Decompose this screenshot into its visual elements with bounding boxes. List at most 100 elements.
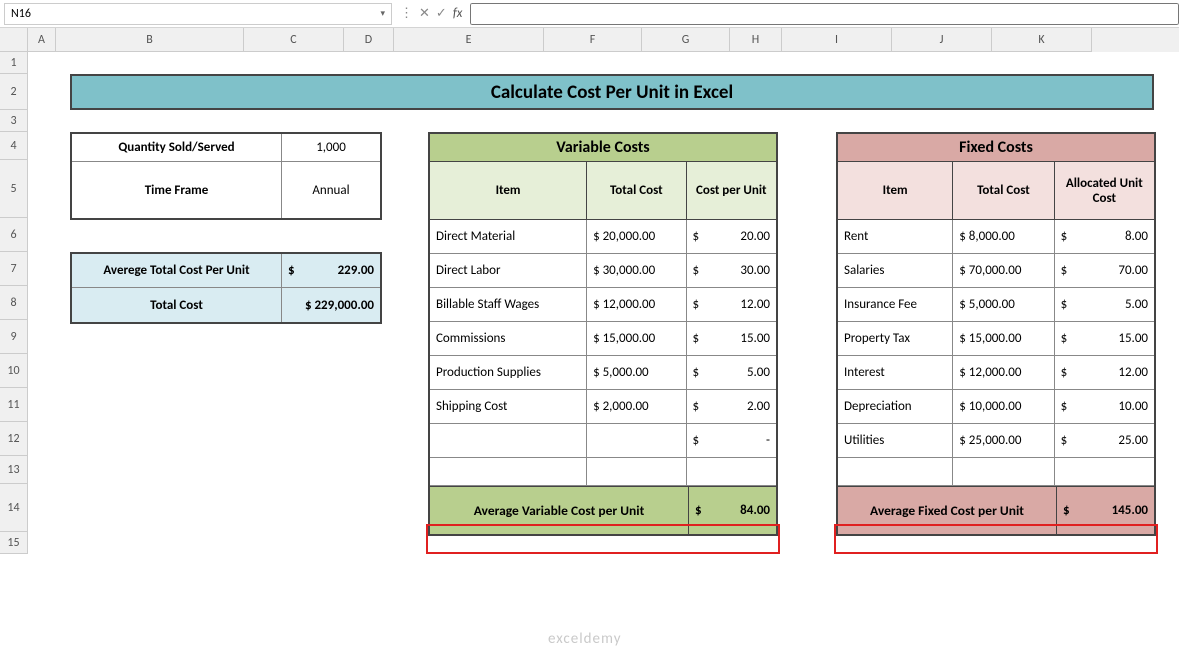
cell-item[interactable]: Commissions xyxy=(430,322,587,355)
cell-total-cost[interactable] xyxy=(587,458,686,485)
cell-item[interactable] xyxy=(430,424,587,457)
cell-item[interactable]: Interest xyxy=(838,356,953,389)
cell-label[interactable]: Time Frame xyxy=(72,162,282,218)
row-header[interactable]: 14 xyxy=(0,484,28,532)
cell-total-cost[interactable]: $ 8,000.00 xyxy=(953,220,1054,253)
cell-unit-cost[interactable]: $5.00 xyxy=(687,356,777,389)
cell-unit-cost[interactable]: $15.00 xyxy=(1055,322,1154,355)
row-header[interactable]: 3 xyxy=(0,110,28,132)
column-header-cell[interactable]: Total Cost xyxy=(953,162,1054,219)
row-header[interactable]: 2 xyxy=(0,74,28,110)
cell-item[interactable]: Production Supplies xyxy=(430,356,587,389)
cell-unit-cost[interactable]: $15.00 xyxy=(687,322,777,355)
cell-total-cost[interactable]: $ 2,000.00 xyxy=(587,390,686,423)
cell-unit-cost[interactable] xyxy=(687,458,777,485)
cell-unit-cost[interactable]: $2.00 xyxy=(687,390,777,423)
cell-unit-cost[interactable]: $8.00 xyxy=(1055,220,1154,253)
cell-total-cost[interactable] xyxy=(587,424,686,457)
cell-label[interactable]: Averege Total Cost Per Unit xyxy=(72,254,282,287)
column-header[interactable]: I xyxy=(782,28,892,52)
row-header[interactable]: 11 xyxy=(0,388,28,422)
cell-item[interactable]: Property Tax xyxy=(838,322,953,355)
row-header[interactable]: 13 xyxy=(0,456,28,484)
cell-total-cost[interactable] xyxy=(953,458,1054,485)
column-header-cell[interactable]: Allocated Unit Cost xyxy=(1055,162,1154,219)
row-header[interactable]: 6 xyxy=(0,218,28,252)
column-header-cell[interactable]: Total Cost xyxy=(587,162,686,219)
cell-item[interactable]: Depreciation xyxy=(838,390,953,423)
footer-value[interactable]: $145.00 xyxy=(1057,487,1154,534)
column-header[interactable]: G xyxy=(642,28,730,52)
cell-unit-cost[interactable]: $70.00 xyxy=(1055,254,1154,287)
chevron-down-icon[interactable]: ▾ xyxy=(380,8,385,19)
cell-item[interactable]: Insurance Fee xyxy=(838,288,953,321)
cell-value[interactable]: $229.00 xyxy=(282,254,380,287)
footer-value[interactable]: $84.00 xyxy=(689,487,776,534)
cell-item[interactable] xyxy=(838,458,953,485)
cell-unit-cost[interactable]: $- xyxy=(687,424,777,457)
cell-item[interactable]: Utilities xyxy=(838,424,953,457)
row-header[interactable]: 7 xyxy=(0,252,28,286)
fx-icon[interactable]: fx xyxy=(453,6,463,21)
cell-total-cost[interactable]: $ 5,000.00 xyxy=(953,288,1054,321)
row-header[interactable]: 12 xyxy=(0,422,28,456)
cell-total-cost[interactable]: $ 25,000.00 xyxy=(953,424,1054,457)
cell-value[interactable]: Annual xyxy=(282,162,380,218)
cell-total-cost[interactable]: $ 5,000.00 xyxy=(587,356,686,389)
cell-total-cost[interactable]: $ 12,000.00 xyxy=(587,288,686,321)
column-header[interactable]: F xyxy=(544,28,642,52)
cell-unit-cost[interactable]: $5.00 xyxy=(1055,288,1154,321)
cell-total-cost[interactable]: $ 15,000.00 xyxy=(953,322,1054,355)
cancel-icon[interactable]: ✕ xyxy=(419,6,430,21)
column-header-cell[interactable]: Cost per Unit xyxy=(687,162,776,219)
cell-total-cost[interactable]: $ 12,000.00 xyxy=(953,356,1054,389)
cell-item[interactable]: Direct Material xyxy=(430,220,587,253)
column-header[interactable]: C xyxy=(244,28,344,52)
row-header[interactable]: 10 xyxy=(0,354,28,388)
row-header[interactable]: 15 xyxy=(0,532,28,554)
cell-total-cost[interactable]: $ 10,000.00 xyxy=(953,390,1054,423)
cell-unit-cost[interactable]: $30.00 xyxy=(687,254,777,287)
cell-item[interactable]: Billable Staff Wages xyxy=(430,288,587,321)
column-header[interactable]: A xyxy=(28,28,56,52)
cell-label[interactable]: Quantity Sold/Served xyxy=(72,134,282,161)
column-header[interactable]: D xyxy=(344,28,394,52)
cell-item[interactable]: Salaries xyxy=(838,254,953,287)
cell-total-cost[interactable]: $ 30,000.00 xyxy=(587,254,686,287)
column-header[interactable]: J xyxy=(892,28,992,52)
enter-icon[interactable]: ✓ xyxy=(436,6,447,21)
cell-unit-cost[interactable] xyxy=(1055,458,1154,485)
footer-label[interactable]: Average Fixed Cost per Unit xyxy=(838,487,1057,534)
row-header[interactable]: 8 xyxy=(0,286,28,320)
row-header[interactable]: 1 xyxy=(0,52,28,74)
footer-label[interactable]: Average Variable Cost per Unit xyxy=(430,487,689,534)
cell-value[interactable]: $ 229,000.00 xyxy=(282,288,380,322)
cell-unit-cost[interactable]: $10.00 xyxy=(1055,390,1154,423)
cell-label[interactable]: Total Cost xyxy=(72,288,282,322)
cell-unit-cost[interactable]: $12.00 xyxy=(1055,356,1154,389)
cell-total-cost[interactable]: $ 15,000.00 xyxy=(587,322,686,355)
name-box[interactable]: N16 ▾ xyxy=(4,3,392,25)
cell-total-cost[interactable]: $ 70,000.00 xyxy=(953,254,1054,287)
row-header[interactable]: 4 xyxy=(0,132,28,160)
column-header[interactable]: E xyxy=(394,28,544,52)
grid-area[interactable]: Calculate Cost Per Unit in ExcelQuantity… xyxy=(28,52,1179,619)
cell-total-cost[interactable]: $ 20,000.00 xyxy=(587,220,686,253)
cell-item[interactable] xyxy=(430,458,587,485)
cell-value[interactable]: 1,000 xyxy=(282,134,380,161)
column-header[interactable]: H xyxy=(730,28,782,52)
cell-item[interactable]: Rent xyxy=(838,220,953,253)
row-header[interactable]: 9 xyxy=(0,320,28,354)
select-all-corner[interactable] xyxy=(0,28,28,52)
cell-unit-cost[interactable]: $12.00 xyxy=(687,288,777,321)
cell-item[interactable]: Shipping Cost xyxy=(430,390,587,423)
column-header[interactable]: K xyxy=(992,28,1092,52)
column-header-cell[interactable]: Item xyxy=(430,162,587,219)
row-header[interactable]: 5 xyxy=(0,160,28,218)
column-header-cell[interactable]: Item xyxy=(838,162,953,219)
column-header[interactable]: B xyxy=(56,28,244,52)
cell-item[interactable]: Direct Labor xyxy=(430,254,587,287)
formula-bar[interactable] xyxy=(470,3,1179,25)
cell-unit-cost[interactable]: $20.00 xyxy=(687,220,777,253)
cell-unit-cost[interactable]: $25.00 xyxy=(1055,424,1154,457)
